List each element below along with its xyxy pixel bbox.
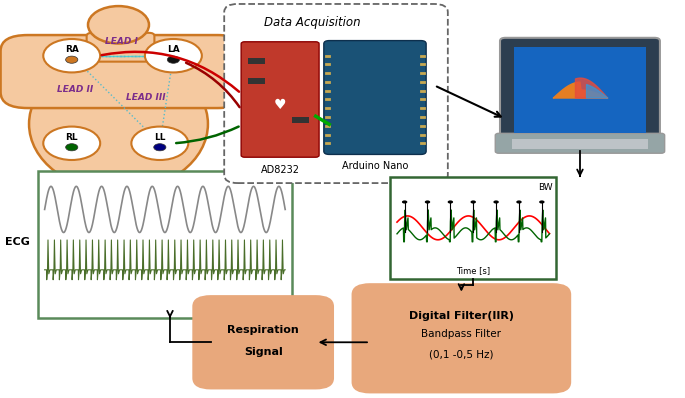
FancyBboxPatch shape	[324, 41, 426, 154]
Circle shape	[153, 144, 166, 151]
FancyBboxPatch shape	[390, 177, 556, 279]
FancyBboxPatch shape	[241, 42, 319, 157]
Circle shape	[471, 201, 476, 204]
Text: LEAD I: LEAD I	[105, 37, 138, 46]
Circle shape	[132, 127, 188, 160]
FancyBboxPatch shape	[353, 285, 570, 392]
Text: Bandpass Filter: Bandpass Filter	[421, 329, 501, 339]
FancyBboxPatch shape	[41, 79, 204, 98]
Text: Arduino Nano: Arduino Nano	[342, 161, 408, 171]
Text: RA: RA	[65, 45, 79, 54]
Circle shape	[66, 56, 78, 63]
FancyBboxPatch shape	[194, 297, 333, 388]
Text: Time [s]: Time [s]	[456, 266, 490, 275]
FancyBboxPatch shape	[86, 33, 154, 62]
Circle shape	[448, 201, 453, 204]
Circle shape	[516, 201, 522, 204]
Circle shape	[145, 39, 202, 72]
FancyBboxPatch shape	[38, 171, 292, 318]
Text: BW: BW	[538, 183, 553, 192]
Ellipse shape	[88, 6, 149, 43]
FancyBboxPatch shape	[495, 133, 664, 153]
Text: LEAD II: LEAD II	[57, 85, 93, 94]
FancyBboxPatch shape	[1, 35, 245, 108]
FancyBboxPatch shape	[224, 4, 448, 183]
FancyBboxPatch shape	[248, 78, 265, 84]
Ellipse shape	[29, 57, 208, 191]
Circle shape	[539, 201, 545, 204]
Text: LEAD III: LEAD III	[127, 93, 166, 102]
Text: ECG: ECG	[5, 237, 29, 247]
FancyBboxPatch shape	[248, 58, 265, 64]
Text: LA: LA	[167, 45, 179, 54]
Text: Respiration: Respiration	[227, 325, 299, 336]
Text: ♥: ♥	[274, 98, 286, 112]
FancyBboxPatch shape	[292, 117, 309, 123]
Text: RL: RL	[66, 133, 78, 142]
Text: Digital Filter(IIR): Digital Filter(IIR)	[409, 311, 514, 322]
Text: LL: LL	[154, 133, 166, 142]
Text: Data Acquisition: Data Acquisition	[264, 16, 361, 29]
Text: (0,1 -0,5 Hz): (0,1 -0,5 Hz)	[429, 349, 494, 359]
Circle shape	[402, 201, 408, 204]
Circle shape	[425, 201, 430, 204]
Circle shape	[43, 127, 100, 160]
FancyBboxPatch shape	[512, 139, 648, 149]
FancyBboxPatch shape	[500, 38, 660, 142]
Circle shape	[167, 56, 179, 63]
FancyBboxPatch shape	[514, 47, 647, 133]
Circle shape	[66, 144, 78, 151]
Circle shape	[43, 39, 100, 72]
Circle shape	[493, 201, 499, 204]
Text: Signal: Signal	[244, 347, 282, 357]
Text: AD8232: AD8232	[260, 165, 299, 175]
